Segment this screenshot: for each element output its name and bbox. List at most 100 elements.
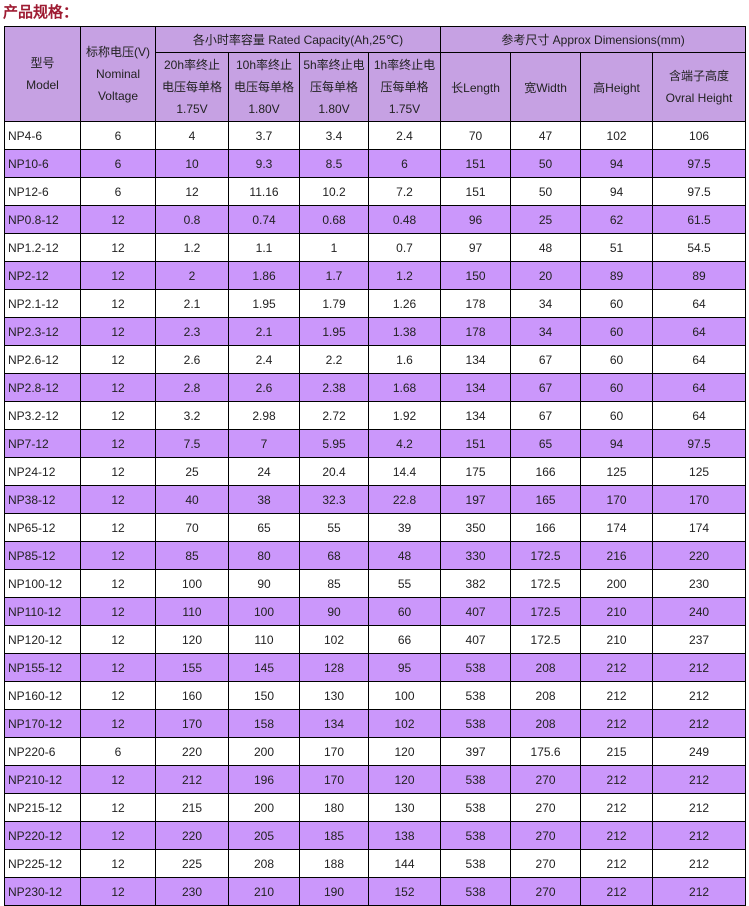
- value-cell: 34: [510, 317, 582, 346]
- value-cell: 2.6: [155, 345, 229, 374]
- value-cell: 134: [440, 345, 512, 374]
- table-row: NP3.2-12 12 3.2 2.98 2.72 1.92 134 67 60 64: [4, 401, 747, 430]
- value-cell: 212: [652, 765, 747, 794]
- table-row: NP170-12 12 170 158 134 102 538 208 212 212: [4, 709, 747, 738]
- value-cell: 61.5: [652, 205, 747, 234]
- model-cell: NP160-12: [4, 681, 81, 710]
- value-cell: 67: [510, 373, 582, 402]
- model-cell: NP120-12: [4, 625, 81, 654]
- value-cell: 170: [580, 485, 654, 514]
- value-cell: 12: [80, 793, 156, 822]
- table-row: NP2.1-12 12 2.1 1.95 1.79 1.26 178 34 60 64: [4, 289, 747, 318]
- col-header-cap-20h: 20h率终止 电压每单格 1.75V: [155, 52, 229, 122]
- value-cell: 212: [155, 765, 229, 794]
- value-cell: 55: [299, 513, 369, 542]
- model-cell: NP225-12: [4, 849, 81, 878]
- value-cell: 2.8: [155, 373, 229, 402]
- value-cell: 102: [580, 121, 654, 150]
- table-row: NP1.2-12 12 1.2 1.1 1 0.7 97 48 51 54.5: [4, 233, 747, 262]
- value-cell: 174: [580, 513, 654, 542]
- value-cell: 24: [228, 457, 300, 486]
- value-cell: 538: [440, 709, 512, 738]
- value-cell: 12: [80, 317, 156, 346]
- table-row: NP215-12 12 215 200 180 130 538 270 212 212: [4, 793, 747, 822]
- value-cell: 270: [510, 877, 582, 906]
- value-cell: 95: [367, 653, 442, 682]
- value-cell: 39: [367, 513, 442, 542]
- value-cell: 190: [299, 877, 369, 906]
- model-cell: NP2.3-12: [4, 317, 81, 346]
- value-cell: 125: [580, 457, 654, 486]
- value-cell: 110: [228, 625, 300, 654]
- group-header-row: 型号 Model 标称电压(V) Nominal Voltage 各小时率容量 …: [4, 26, 747, 122]
- value-cell: 144: [367, 849, 442, 878]
- value-cell: 200: [228, 737, 300, 766]
- value-cell: 65: [510, 429, 582, 458]
- value-cell: 34: [510, 289, 582, 318]
- value-cell: 100: [155, 569, 229, 598]
- value-cell: 12: [80, 205, 156, 234]
- value-cell: 150: [440, 261, 512, 290]
- model-cell: NP65-12: [4, 513, 81, 542]
- value-cell: 212: [652, 849, 747, 878]
- value-cell: 67: [510, 345, 582, 374]
- value-cell: 102: [367, 709, 442, 738]
- value-cell: 62: [580, 205, 654, 234]
- value-cell: 165: [510, 485, 582, 514]
- value-cell: 128: [299, 653, 369, 682]
- value-cell: 210: [228, 877, 300, 906]
- value-cell: 12: [80, 261, 156, 290]
- col-header-cap-1h: 1h率终止电 压每单格 1.75V: [367, 52, 442, 122]
- value-cell: 60: [367, 597, 442, 626]
- value-cell: 212: [652, 793, 747, 822]
- col-header-model: 型号 Model: [4, 26, 81, 122]
- value-cell: 197: [440, 485, 512, 514]
- value-cell: 102: [299, 625, 369, 654]
- value-cell: 9.3: [228, 149, 300, 178]
- table-row: NP7-12 12 7.5 7 5.95 4.2 151 65 94 97.5: [4, 429, 747, 458]
- value-cell: 3.4: [299, 121, 369, 150]
- value-cell: 538: [440, 765, 512, 794]
- model-cell: NP0.8-12: [4, 205, 81, 234]
- value-cell: 1.26: [367, 289, 442, 318]
- value-cell: 120: [367, 737, 442, 766]
- value-cell: 1.95: [299, 317, 369, 346]
- model-cell: NP110-12: [4, 597, 81, 626]
- value-cell: 50: [510, 149, 582, 178]
- model-cell: NP38-12: [4, 485, 81, 514]
- value-cell: 94: [580, 177, 654, 206]
- value-cell: 0.7: [367, 233, 442, 262]
- value-cell: 32.3: [299, 485, 369, 514]
- value-cell: 130: [299, 681, 369, 710]
- value-cell: 12: [80, 541, 156, 570]
- model-cell: NP2.6-12: [4, 345, 81, 374]
- value-cell: 2.3: [155, 317, 229, 346]
- value-cell: 205: [228, 821, 300, 850]
- col-header-cap-10h: 10h率终止 电压每单格 1.80V: [228, 52, 300, 122]
- value-cell: 212: [652, 709, 747, 738]
- value-cell: 12: [80, 653, 156, 682]
- value-cell: 106: [652, 121, 747, 150]
- value-cell: 178: [440, 289, 512, 318]
- value-cell: 170: [299, 765, 369, 794]
- value-cell: 96: [440, 205, 512, 234]
- value-cell: 48: [367, 541, 442, 570]
- value-cell: 6: [367, 149, 442, 178]
- value-cell: 188: [299, 849, 369, 878]
- value-cell: 12: [155, 177, 229, 206]
- col-header-width: 宽Width: [510, 52, 582, 122]
- col-header-voltage: 标称电压(V) Nominal Voltage: [80, 26, 156, 122]
- value-cell: 158: [228, 709, 300, 738]
- table-row: NP120-12 12 120 110 102 66 407 172.5 210 237: [4, 625, 747, 654]
- model-cell: NP4-6: [4, 121, 81, 150]
- model-cell: NP24-12: [4, 457, 81, 486]
- value-cell: 172.5: [510, 625, 582, 654]
- value-cell: 150: [228, 681, 300, 710]
- spec-table: 型号 Model 标称电压(V) Nominal Voltage 各小时率容量 …: [4, 26, 747, 906]
- value-cell: 4.2: [367, 429, 442, 458]
- value-cell: 151: [440, 429, 512, 458]
- value-cell: 60: [580, 317, 654, 346]
- value-cell: 25: [510, 205, 582, 234]
- value-cell: 196: [228, 765, 300, 794]
- value-cell: 160: [155, 681, 229, 710]
